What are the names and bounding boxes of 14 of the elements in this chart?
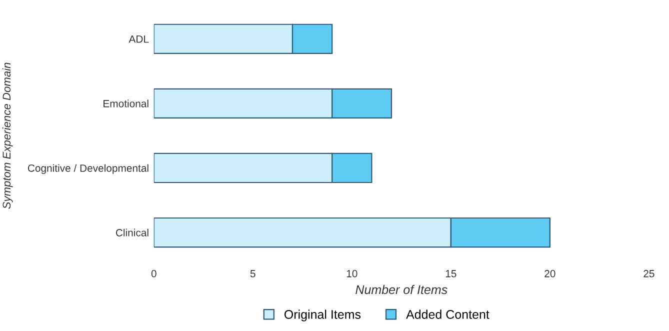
x-tick-label: 0 (151, 270, 156, 278)
y-tick-label: Cognitive / Developmental (28, 164, 148, 174)
x-tick-label: 5 (250, 270, 256, 278)
x-axis-title: Number of Items (356, 284, 448, 294)
y-tick-label: Clinical (116, 228, 148, 236)
y-tick-label: ADL (128, 36, 149, 43)
x-tick-label: 25 (644, 270, 654, 278)
y-axis-title: Symptom Experience Domain (2, 62, 13, 209)
legend-label: Added Content (406, 310, 490, 319)
x-tick-label: 15 (446, 270, 456, 278)
legend-label: Original Items (284, 310, 361, 322)
x-tick-label: 10 (346, 270, 358, 278)
y-tick-label: Emotional (104, 100, 148, 108)
x-tick-label: 20 (544, 270, 556, 278)
